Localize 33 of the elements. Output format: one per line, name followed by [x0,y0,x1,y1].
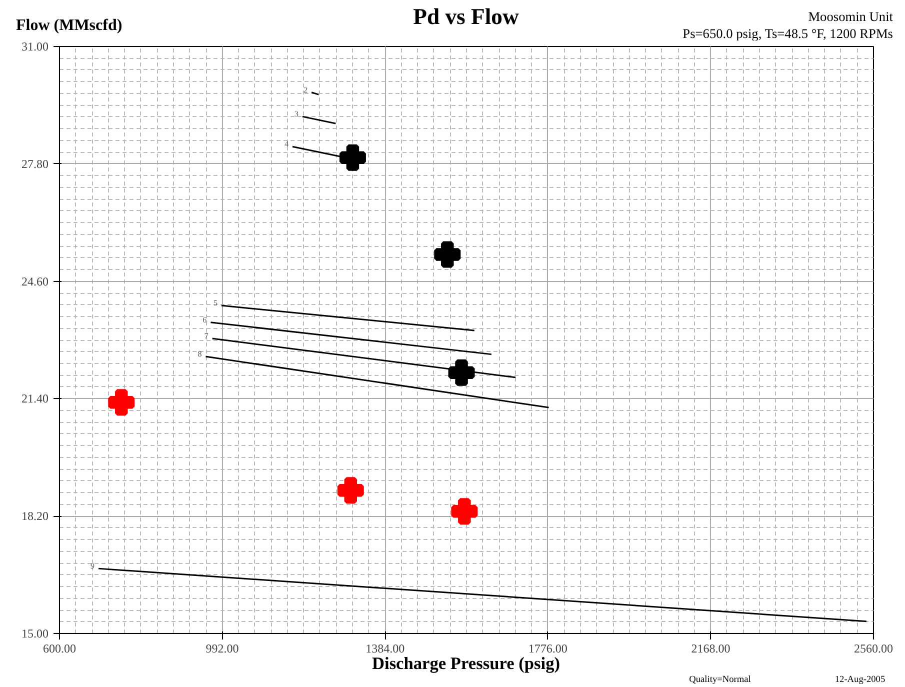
series-label: 5 [213,298,218,308]
text: Ps=650.0 psig, Ts=48.5 °F, 1200 RPMs [682,26,893,41]
x-tick-label: 992.00 [206,642,239,656]
series-label: 9 [90,562,95,571]
point [339,144,366,171]
point [434,241,461,268]
point [448,359,475,386]
point [451,498,478,525]
series-label: 8 [198,350,202,359]
text: 12-Aug-2005 [834,675,886,686]
text: Moosomin Unit [808,9,893,24]
x-axis-title: Discharge Pressure (psig) [372,654,560,673]
series-label: 3 [294,110,298,119]
y-tick-label: 21.40 [22,392,48,406]
x-tick-label: 600.00 [43,642,76,656]
y-tick-label: 15.00 [22,626,48,640]
series-label: 6 [202,315,207,324]
x-tick-label: 2560.00 [854,642,893,656]
point [337,477,364,504]
series-label: 2 [304,85,308,94]
y-tick-label: 18.20 [22,509,48,524]
x-tick-label: 1776.00 [528,642,568,656]
y-tick-label: 31.00 [22,40,48,54]
y-axis-title: Flow (MMscfd) [16,17,122,34]
series-label: 4 [284,140,288,149]
chart-title: Pd vs Flow [413,4,519,29]
point [108,389,135,416]
y-tick-label: 27.80 [22,156,48,171]
text: Quality=Normal [689,675,751,686]
x-tick-label: 1384.00 [366,642,405,656]
x-tick-label: 2168.00 [691,642,730,656]
series-label: 7 [204,332,208,341]
y-tick-label: 24.60 [22,274,48,288]
